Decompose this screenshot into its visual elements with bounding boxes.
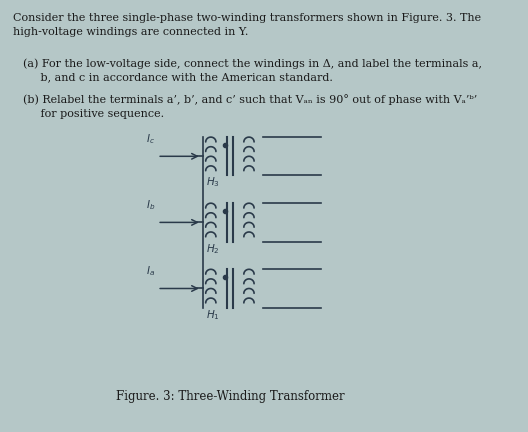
Text: Consider the three single-phase two-winding transformers shown in Figure. 3. The: Consider the three single-phase two-wind… bbox=[13, 13, 481, 37]
Text: Figure. 3: Three-Winding Transformer: Figure. 3: Three-Winding Transformer bbox=[116, 390, 344, 403]
Text: $H_3$: $H_3$ bbox=[206, 175, 220, 189]
Text: $I_a$: $I_a$ bbox=[146, 264, 155, 278]
Text: $H_1$: $H_1$ bbox=[206, 308, 220, 322]
Text: $H_2$: $H_2$ bbox=[206, 242, 220, 256]
Text: $I_c$: $I_c$ bbox=[146, 132, 155, 146]
Text: (b) Relabel the terminals a’, b’, and c’ such that Vₐₙ is 90° out of phase with : (b) Relabel the terminals a’, b’, and c’… bbox=[23, 95, 477, 119]
Text: $I_b$: $I_b$ bbox=[146, 198, 155, 212]
Text: (a) For the low-voltage side, connect the windings in Δ, and label the terminals: (a) For the low-voltage side, connect th… bbox=[23, 58, 482, 83]
